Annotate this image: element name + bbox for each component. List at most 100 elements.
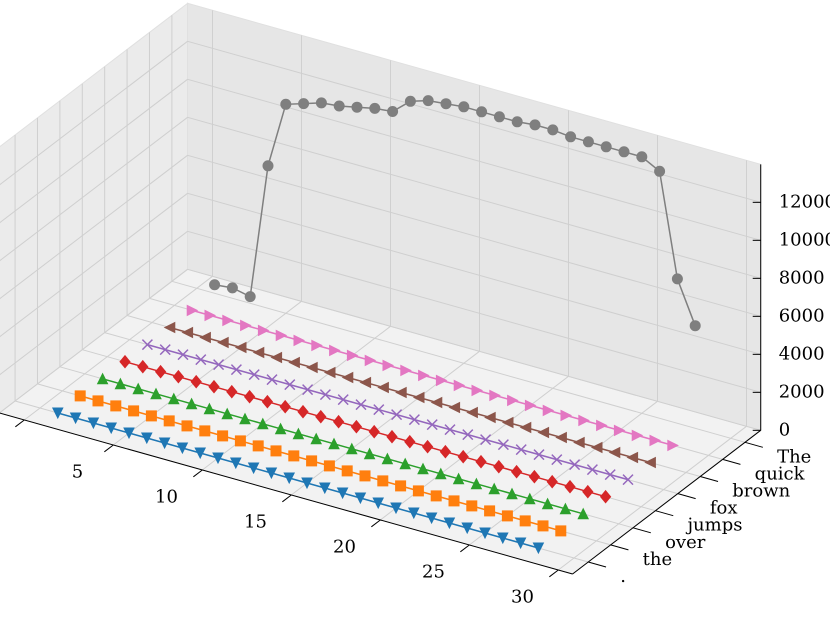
x-axis <box>0 412 573 575</box>
x-tick-label: 15 <box>244 511 267 532</box>
marker <box>373 404 385 416</box>
tick-mark <box>15 419 25 428</box>
marker <box>458 101 470 113</box>
grid-line <box>0 268 188 414</box>
series-line <box>79 395 562 532</box>
marker <box>163 415 175 427</box>
grid-line <box>558 425 747 571</box>
y-tick-label: fox <box>710 498 738 519</box>
marker <box>315 97 327 109</box>
z-tick-label: 6000 <box>779 305 825 326</box>
series-line <box>147 343 629 481</box>
tick-mark <box>632 527 651 534</box>
z-tick-label: 10000 <box>779 229 830 250</box>
marker <box>323 460 335 472</box>
marker <box>234 435 246 447</box>
marker <box>341 465 353 477</box>
marker <box>257 324 270 337</box>
marker <box>644 456 656 469</box>
marker <box>208 379 220 394</box>
series-line <box>102 378 584 515</box>
marker <box>412 485 424 497</box>
marker <box>319 389 331 401</box>
marker <box>266 374 278 386</box>
marker <box>649 434 662 447</box>
x-tick-label: 30 <box>511 586 534 607</box>
marker <box>172 369 185 384</box>
marker <box>418 369 430 382</box>
marker <box>511 116 523 128</box>
marker <box>364 354 377 367</box>
marker <box>248 369 260 381</box>
marker <box>176 442 189 455</box>
marker <box>475 454 487 469</box>
marker <box>265 467 278 480</box>
marker <box>377 381 389 394</box>
marker <box>298 98 310 110</box>
marker <box>128 405 140 417</box>
marker <box>222 314 234 327</box>
marker <box>252 346 265 359</box>
marker <box>328 437 340 450</box>
marker <box>501 510 513 522</box>
marker <box>608 446 621 459</box>
marker <box>582 484 594 499</box>
marker <box>546 474 558 489</box>
marker <box>404 434 416 449</box>
marker <box>506 487 518 500</box>
marker <box>440 98 452 110</box>
marker <box>452 472 465 485</box>
marker <box>270 445 282 457</box>
marker <box>368 424 380 439</box>
tick-mark <box>677 493 696 500</box>
marker <box>212 452 224 465</box>
marker <box>507 394 519 407</box>
marker <box>262 160 274 172</box>
marker <box>306 455 318 467</box>
y-tick-label: The <box>777 446 811 467</box>
marker <box>555 525 567 537</box>
x-tick-label: 5 <box>72 461 83 482</box>
y-axis <box>572 429 762 575</box>
y-tick-label: brown <box>732 481 790 502</box>
marker <box>363 447 376 460</box>
marker <box>542 404 555 417</box>
marker <box>261 394 274 409</box>
marker <box>466 500 478 512</box>
marker <box>234 341 247 354</box>
marker <box>110 400 122 412</box>
marker <box>457 449 469 464</box>
marker <box>280 98 292 110</box>
marker <box>279 399 291 414</box>
marker <box>351 101 363 113</box>
marker <box>613 424 626 437</box>
grid-line <box>187 154 761 317</box>
marker <box>426 419 438 431</box>
marker <box>421 439 434 454</box>
marker <box>395 386 407 399</box>
marker <box>221 407 234 420</box>
marker <box>137 359 149 374</box>
marker <box>448 401 461 414</box>
marker <box>354 492 367 505</box>
marker <box>181 326 194 339</box>
marker <box>453 379 466 392</box>
marker <box>434 467 447 480</box>
grid-line <box>202 325 391 471</box>
x-tick-label: 10 <box>155 486 178 507</box>
marker <box>390 502 402 515</box>
marker <box>381 452 394 465</box>
marker <box>132 382 145 395</box>
tick-mark <box>460 544 470 553</box>
marker <box>600 141 612 153</box>
marker <box>293 334 306 347</box>
marker <box>240 319 252 332</box>
marker <box>226 384 238 399</box>
marker <box>541 497 554 510</box>
marker <box>96 372 109 385</box>
marker <box>528 469 541 484</box>
marker <box>359 376 372 389</box>
marker <box>412 391 425 404</box>
marker <box>230 364 242 376</box>
